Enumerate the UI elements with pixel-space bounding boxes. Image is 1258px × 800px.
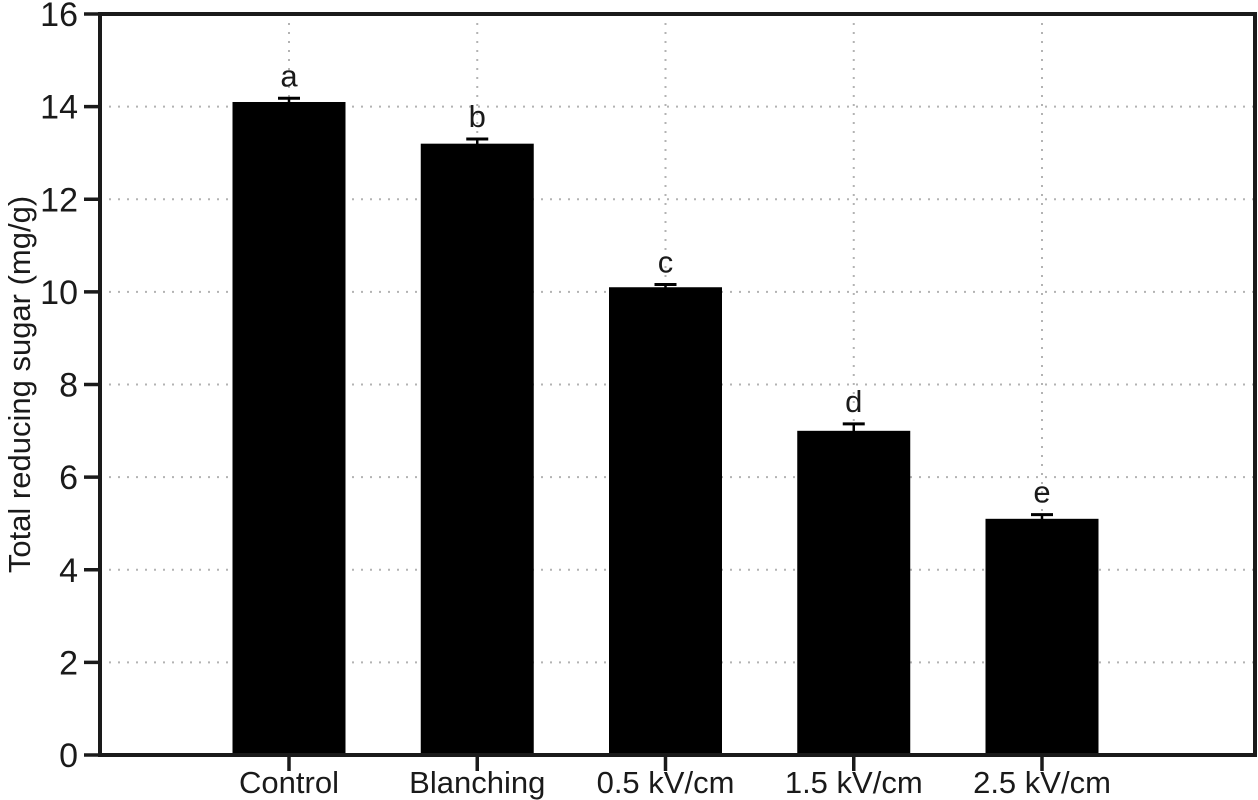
x-category-label: 0.5 kV/cm: [597, 765, 735, 800]
y-tick-label: 14: [40, 89, 78, 127]
x-category-label: Blanching: [409, 765, 545, 800]
y-tick-label: 16: [40, 0, 78, 34]
y-tick-label: 0: [59, 737, 78, 775]
y-axis-title: Total reducing sugar (mg/g): [2, 196, 37, 573]
bar-control: [232, 101, 346, 755]
bar-blanching: [420, 143, 534, 756]
bar-1.5-kv-cm: [797, 430, 911, 755]
y-tick-label: 10: [40, 274, 78, 312]
y-tick-label: 4: [59, 552, 78, 590]
x-category-label: 1.5 kV/cm: [785, 765, 923, 800]
x-category-label: 2.5 kV/cm: [973, 765, 1111, 800]
significance-letter: e: [1033, 475, 1050, 510]
y-tick-label: 8: [59, 367, 78, 405]
y-tick-label: 6: [59, 459, 78, 497]
y-tick-label: 12: [40, 181, 78, 219]
x-category-label: Control: [239, 765, 339, 800]
significance-letter: a: [280, 58, 298, 93]
bar-0.5-kv-cm: [609, 287, 722, 755]
bar-2.5-kv-cm: [985, 518, 1099, 755]
y-tick-label: 2: [59, 644, 78, 682]
significance-letter: c: [658, 244, 674, 279]
significance-letter: d: [845, 384, 862, 419]
significance-letter: b: [469, 99, 486, 134]
